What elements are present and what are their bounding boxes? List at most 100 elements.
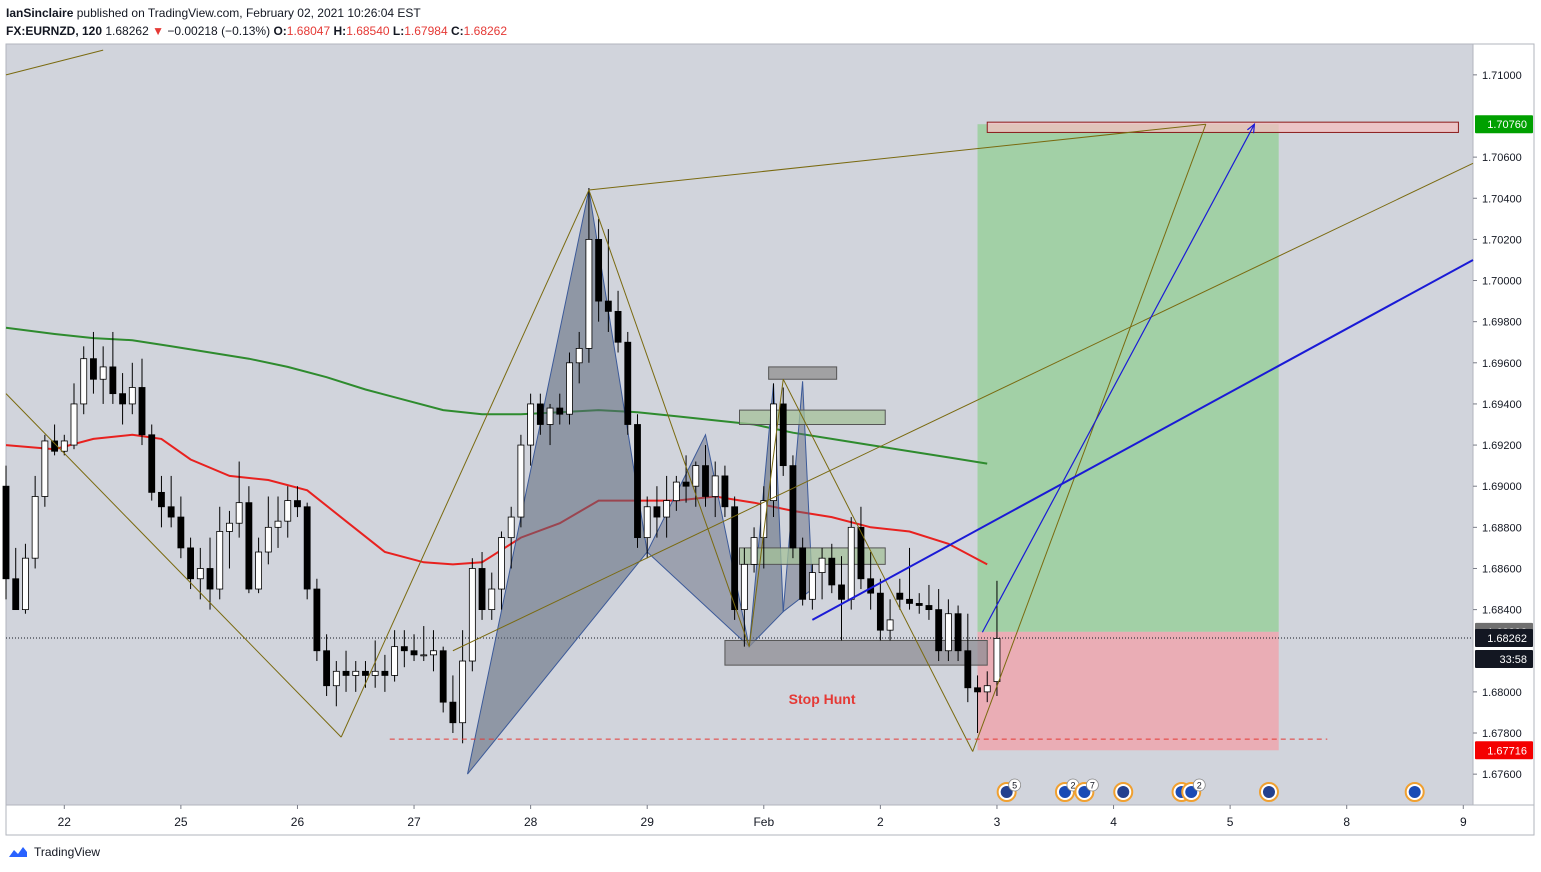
candle: [585, 187, 593, 363]
change-arrow-icon: ▼: [152, 24, 164, 38]
candle: [983, 671, 991, 703]
event-markers[interactable]: 5 2 7 2: [996, 778, 1425, 802]
candle-body: [400, 646, 408, 652]
loss-zone: [977, 631, 1279, 751]
candle: [915, 593, 923, 614]
candle-body: [235, 502, 243, 524]
stop-hunt-label: Stop Hunt: [789, 691, 856, 707]
price-label-text: 1.70760: [1487, 119, 1527, 131]
candle-body: [711, 475, 719, 497]
tradingview-logo-icon[interactable]: [6, 844, 30, 860]
ma-slow-line: [5, 326, 988, 465]
price-axis[interactable]: [1472, 43, 1535, 806]
candle-body: [896, 592, 904, 600]
candle-body: [119, 393, 126, 405]
candle-body: [255, 551, 263, 590]
close-label: C:: [450, 24, 464, 38]
candle-body: [371, 670, 379, 676]
y-tick-label: 1.69400: [1482, 399, 1522, 411]
candle-body: [799, 547, 807, 600]
candle: [838, 556, 845, 641]
pattern-line: [588, 189, 750, 647]
candle-body: [566, 362, 573, 415]
candle: [332, 661, 340, 707]
x-tick-label: 4: [1110, 815, 1117, 829]
candle: [566, 352, 573, 425]
price-label: 1.68262: [1475, 628, 1533, 647]
candle-body: [264, 526, 272, 553]
candle-body: [323, 650, 331, 687]
candle-body: [449, 701, 457, 724]
candle: [672, 475, 680, 511]
candle-body: [585, 238, 593, 349]
candle-body: [430, 650, 437, 656]
candle-body: [196, 568, 204, 580]
y-tick-label: 1.69200: [1482, 440, 1522, 452]
price-label-text: 33:58: [1499, 654, 1527, 666]
candle: [459, 630, 467, 744]
candle: [886, 599, 894, 641]
candle: [22, 543, 29, 614]
candle-body: [740, 563, 748, 611]
time-axis[interactable]: [5, 804, 1535, 836]
candle-body: [536, 403, 544, 425]
event-count: 2: [1070, 781, 1075, 791]
candle: [692, 461, 700, 507]
flag-icon: [1113, 782, 1134, 802]
event-count: 5: [1012, 781, 1017, 791]
event-count-badge: [1085, 778, 1099, 792]
candle-body: [420, 654, 428, 657]
candle-body: [915, 603, 923, 606]
publisher-name[interactable]: IanSinclaire: [6, 6, 74, 20]
candle: [400, 630, 408, 668]
price-change: −0.00218 (−0.13%): [167, 24, 271, 38]
candle-body: [70, 403, 78, 446]
candle: [663, 475, 671, 538]
pattern-line: [5, 49, 104, 76]
candle-body: [556, 407, 564, 415]
candle-body: [838, 584, 845, 600]
y-tick-label: 1.71000: [1482, 70, 1522, 82]
candle: [517, 434, 525, 528]
candle-body: [22, 557, 29, 611]
candle: [488, 572, 496, 620]
candle: [2, 465, 10, 600]
candle: [546, 403, 554, 446]
candle: [60, 434, 68, 456]
candle: [954, 605, 962, 662]
candle: [274, 496, 282, 548]
candle: [158, 475, 165, 528]
pattern-line: [588, 123, 1206, 191]
projection-line: [811, 259, 1474, 621]
price-label-bg: [1475, 628, 1533, 647]
candle-body: [41, 440, 49, 497]
candle: [41, 434, 49, 507]
eu-flag-icon: [1404, 782, 1425, 802]
x-tick-label: 3: [994, 815, 1001, 829]
candle: [702, 445, 709, 507]
y-tick-label: 1.67600: [1482, 769, 1522, 781]
candle-body: [828, 557, 836, 586]
last-price: 1.68262: [105, 24, 149, 38]
event-flag: [1262, 786, 1275, 798]
candle: [245, 486, 253, 594]
y-tick-label: 1.68000: [1482, 687, 1522, 699]
candle: [70, 383, 78, 450]
candle-body: [245, 502, 253, 590]
candle: [99, 346, 107, 404]
candle-body: [478, 568, 486, 611]
candle-body: [498, 537, 505, 590]
y-tick-label: 1.70200: [1482, 234, 1522, 246]
ohlc-line: FX:EURNZD, 120 1.68262 ▼ −0.00218 (−0.13…: [6, 22, 507, 40]
candle: [342, 650, 350, 692]
tradingview-brand[interactable]: TradingView: [34, 845, 101, 859]
candle: [235, 461, 243, 538]
candle-body: [624, 341, 632, 425]
y-tick-label: 1.68600: [1482, 563, 1522, 575]
candle-body: [507, 516, 515, 539]
candle: [430, 630, 437, 672]
candle: [896, 578, 904, 610]
candle-body: [177, 516, 185, 549]
candle-body: [692, 465, 700, 487]
